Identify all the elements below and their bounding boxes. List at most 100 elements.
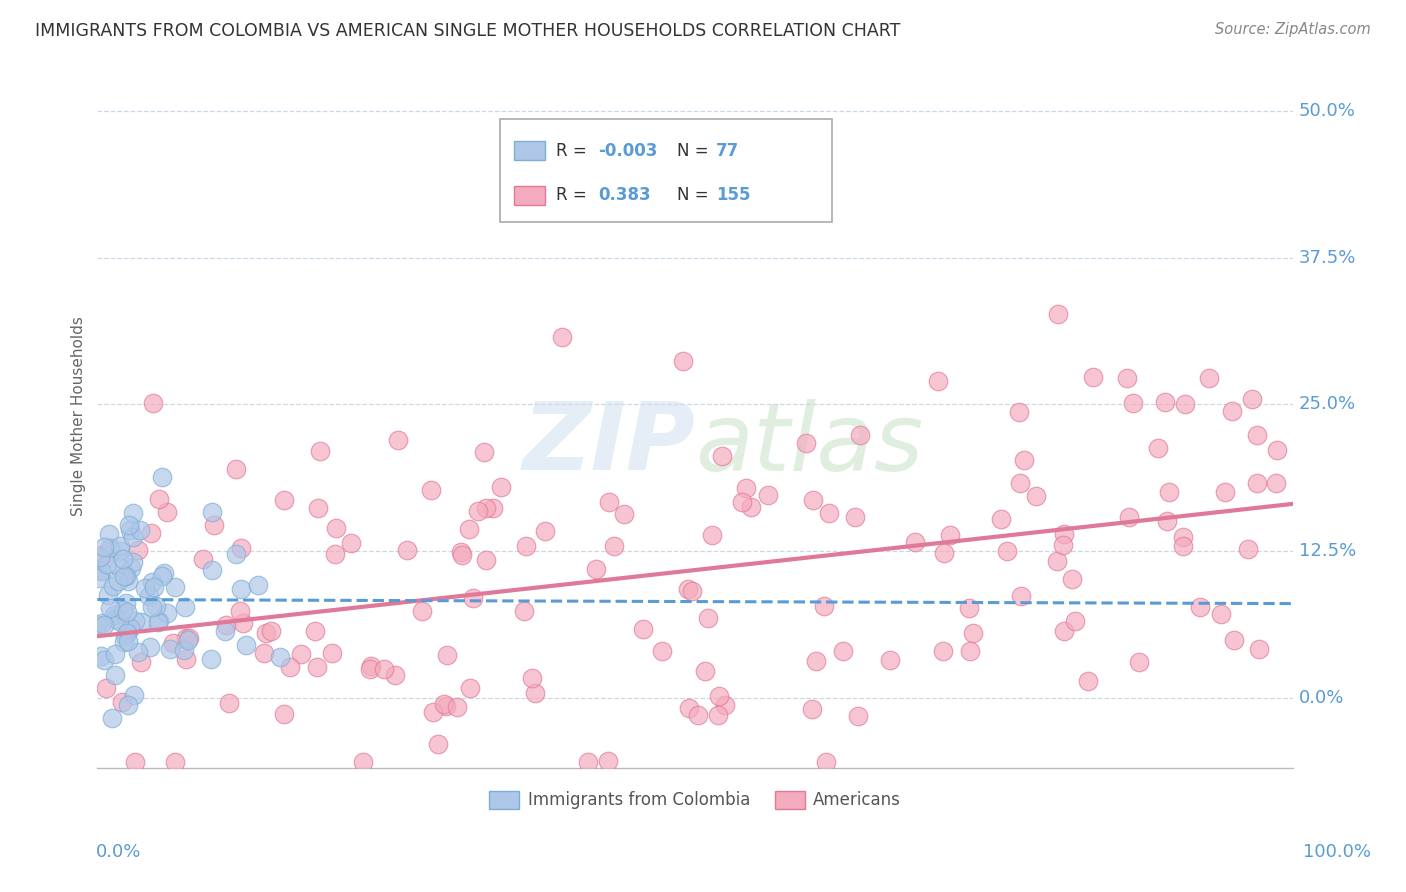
Point [1077,674,1099,689]
Point [472,444,495,458]
Point [1012,452,1035,467]
Point [596,755,619,769]
Point [1062,572,1084,586]
Point [713,698,735,712]
Point [1045,554,1067,568]
Point [373,663,395,677]
Point [927,374,949,388]
Point [1115,370,1137,384]
Point [97,588,120,602]
Point [1209,607,1232,621]
Point [678,701,700,715]
Point [932,546,955,560]
Point [229,582,252,596]
Point [384,668,406,682]
Point [1213,484,1236,499]
Point [1246,476,1268,491]
Text: N =: N = [678,186,714,204]
Point [91,616,114,631]
Point [352,755,374,769]
Point [94,681,117,696]
Point [1173,539,1195,553]
Point [815,755,838,769]
Point [174,599,197,614]
Point [259,624,281,639]
Point [235,638,257,652]
Text: 25.0%: 25.0% [1299,395,1357,413]
Point [1265,443,1288,458]
Text: IMMIGRANTS FROM COLOMBIA VS AMERICAN SINGLE MOTHER HOUSEHOLDS CORRELATION CHART: IMMIGRANTS FROM COLOMBIA VS AMERICAN SIN… [35,22,900,40]
Point [1174,397,1197,411]
Point [114,629,136,643]
Point [1198,371,1220,385]
Point [603,539,626,553]
Text: 100.0%: 100.0% [1303,843,1371,861]
Point [108,614,131,628]
Point [202,517,225,532]
Point [111,695,134,709]
Point [87,571,110,585]
Point [115,596,138,610]
Point [1128,655,1150,669]
Point [201,505,224,519]
Point [108,559,131,574]
Point [489,480,512,494]
Point [90,564,112,578]
Point [139,640,162,655]
Point [98,601,121,615]
Point [446,699,468,714]
Point [246,577,269,591]
Text: 0.0%: 0.0% [96,843,141,861]
Point [962,625,984,640]
Point [150,470,173,484]
Point [120,523,142,537]
Point [995,544,1018,558]
Point [156,505,179,519]
Point [433,698,456,712]
Point [524,686,547,700]
Point [117,574,139,588]
Text: 0.0%: 0.0% [1299,689,1344,706]
Text: -0.003: -0.003 [599,142,658,160]
Point [1147,441,1170,455]
Text: R =: R = [557,186,592,204]
Text: ZIP: ZIP [522,398,695,491]
Point [1220,404,1243,418]
Text: 12.5%: 12.5% [1299,542,1357,560]
Point [515,540,537,554]
Point [513,605,536,619]
Point [143,580,166,594]
Text: 50.0%: 50.0% [1299,102,1355,120]
Point [104,611,127,625]
Point [117,624,139,638]
Point [176,632,198,647]
Point [475,501,498,516]
Point [436,648,458,662]
Point [450,548,472,562]
Point [148,614,170,628]
Point [218,696,240,710]
Point [97,526,120,541]
Point [93,547,115,561]
Point [254,626,277,640]
Point [990,512,1012,526]
Point [706,708,728,723]
Point [152,566,174,580]
Point [1008,404,1031,418]
Point [387,433,409,447]
Point [671,354,693,368]
Point [115,605,138,619]
Point [458,522,481,536]
Point [90,563,112,577]
Point [1047,307,1070,321]
Point [117,698,139,712]
Point [96,557,118,571]
Point [1240,392,1263,406]
Point [253,646,276,660]
Point [831,644,853,658]
Point [844,509,866,524]
Point [848,428,870,442]
Point [129,615,152,630]
Point [89,549,111,564]
Point [115,625,138,640]
